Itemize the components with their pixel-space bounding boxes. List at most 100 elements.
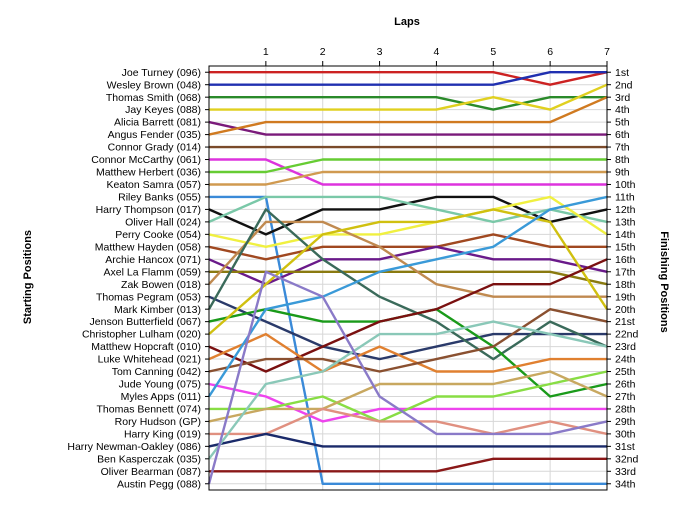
series-line (208, 295, 607, 361)
driver-label: Harry King (019) (124, 428, 201, 440)
x-axis-title: Laps (394, 16, 420, 28)
finishing-position-label: 15th (615, 241, 636, 253)
series-line (209, 95, 607, 111)
series-line (207, 208, 608, 361)
series-line (209, 158, 607, 174)
finishing-position-label: 5th (615, 117, 630, 129)
finishing-position-label: 14th (615, 229, 636, 241)
series-line (209, 83, 608, 111)
series-line (208, 195, 608, 224)
lap-tick-label: 7 (604, 46, 610, 58)
series-line (208, 308, 608, 373)
series-line (208, 233, 607, 261)
finishing-position-label: 8th (615, 154, 630, 166)
finishing-position-label: 18th (615, 279, 636, 291)
finishing-position-label: 19th (615, 291, 636, 303)
driver-label: Matthew Hayden (058) (95, 241, 201, 253)
driver-label: Tom Canning (042) (112, 366, 201, 378)
driver-label: Oliver Hall (024) (125, 216, 201, 228)
finishing-position-label: 26th (615, 379, 636, 391)
series-line (208, 195, 608, 249)
driver-label: Thomas Smith (068) (106, 92, 201, 104)
driver-label: Austin Pegg (088) (117, 478, 201, 490)
series-line (209, 270, 608, 286)
series-line (208, 245, 608, 286)
series-line (209, 170, 607, 186)
lap-tick-label: 5 (490, 46, 496, 58)
driver-label: Myles Apps (011) (121, 391, 201, 403)
finishing-position-label: 27th (615, 391, 636, 403)
series-line (207, 195, 608, 398)
driver-label: Jude Young (075) (119, 379, 201, 391)
finishing-position-label: 16th (615, 254, 636, 266)
driver-label: Archie Hancox (071) (105, 254, 201, 266)
driver-label: Rory Hudson (GP) (115, 416, 201, 428)
series-line (208, 258, 608, 373)
driver-label: Thomas Bennett (074) (97, 404, 201, 416)
driver-label: Connor Grady (014) (108, 142, 201, 154)
driver-label: Christopher Lulham (020) (82, 329, 201, 341)
driver-label: Axel La Flamm (059) (104, 266, 201, 278)
series-line (208, 370, 608, 423)
finishing-position-label: 10th (615, 179, 636, 191)
driver-label: Oliver Bearman (087) (101, 466, 201, 478)
series-line (207, 270, 608, 485)
driver-label: Riley Banks (055) (118, 192, 201, 204)
series-line (209, 370, 608, 423)
lap-tick-label: 2 (320, 46, 326, 58)
finishing-position-label: 6th (615, 129, 630, 141)
driver-label: Harry Thompson (017) (96, 204, 201, 216)
finishing-position-label: 33rd (615, 466, 636, 478)
series-lines (207, 70, 609, 485)
finishing-position-label: 13th (615, 216, 636, 228)
driver-label: Jenson Butterfield (067) (90, 316, 201, 328)
plot-frame (208, 65, 608, 491)
driver-label: Angus Fender (035) (108, 129, 201, 141)
driver-labels: Joe Turney (096)Wesley Brown (048)Thomas… (67, 67, 201, 491)
series-line (208, 120, 607, 136)
finishing-position-label: 23rd (615, 341, 636, 353)
finishing-position-label: 21st (615, 316, 635, 328)
finishing-position-label: 2nd (615, 79, 633, 91)
series-line (209, 70, 608, 86)
series-line (209, 407, 608, 436)
finishing-position-label: 24th (615, 354, 636, 366)
finishing-position-label: 4th (615, 104, 630, 116)
driver-label: Alicia Barrett (081) (114, 117, 201, 129)
finishing-position-label: 34th (615, 478, 636, 490)
series-line (208, 320, 608, 460)
finishing-position-label: 31st (615, 441, 635, 453)
finishing-position-label: 32nd (615, 453, 639, 465)
finishing-labels: 1st2nd3rd4th5th6th7th8th9th10th11th12th1… (615, 67, 639, 491)
driver-label: Luke Whitehead (021) (98, 354, 201, 366)
series-line (209, 195, 607, 485)
driver-label: Thomas Pegram (053) (96, 291, 201, 303)
driver-label: Ben Kasperczak (035) (97, 453, 201, 465)
series-line (209, 457, 607, 473)
finishing-position-label: 9th (615, 167, 630, 179)
lap-tick-label: 6 (547, 46, 553, 58)
finishing-position-label: 3rd (615, 92, 630, 104)
series-line (209, 70, 607, 86)
driver-label: Connor McCarthy (061) (91, 154, 201, 166)
driver-label: Wesley Brown (048) (107, 79, 201, 91)
finishing-position-label: 7th (615, 142, 630, 154)
driver-label: Mark Kimber (013) (114, 304, 201, 316)
finishing-position-label: 29th (615, 416, 636, 428)
lap-labels: 1 2 3 4 5 6 7 (263, 46, 610, 58)
finishing-position-label: 1st (615, 67, 629, 79)
driver-label: Matthew Hopcraft (010) (91, 341, 201, 353)
driver-label: Joe Turney (096) (122, 67, 201, 79)
finishing-position-label: 12th (615, 204, 636, 216)
lap-tick-label: 1 (263, 46, 269, 58)
finishing-position-label: 20th (615, 304, 636, 316)
driver-label: Keaton Samra (057) (106, 179, 201, 191)
driver-label: Harry Newman-Oakley (086) (67, 441, 201, 453)
driver-label: Jay Keyes (088) (125, 104, 201, 116)
finishing-position-label: 30th (615, 428, 636, 440)
driver-label: Zak Bowen (018) (121, 279, 201, 291)
lap-tick-label: 4 (434, 46, 440, 58)
driver-label: Perry Cooke (054) (115, 229, 201, 241)
driver-label: Matthew Herbert (036) (96, 167, 201, 179)
